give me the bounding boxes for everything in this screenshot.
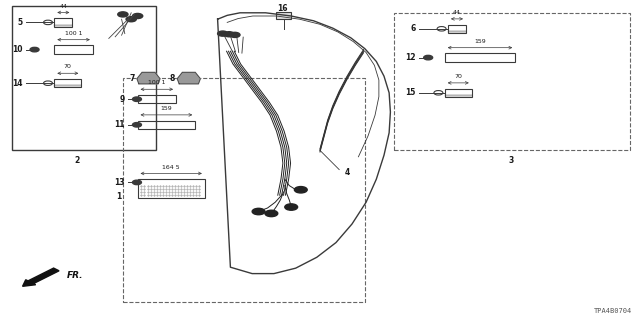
Bar: [394, 13, 630, 150]
Circle shape: [218, 31, 228, 36]
Bar: [138, 121, 195, 129]
Bar: [123, 78, 365, 302]
Text: 4: 4: [344, 168, 349, 177]
Text: 6: 6: [411, 24, 416, 33]
Bar: [138, 95, 176, 103]
Bar: [448, 25, 466, 33]
Circle shape: [224, 32, 234, 37]
Text: 1: 1: [116, 192, 121, 201]
Text: 159: 159: [161, 106, 172, 111]
Circle shape: [132, 180, 141, 185]
Text: 70: 70: [64, 64, 72, 69]
Bar: [445, 89, 472, 97]
Text: 13: 13: [115, 178, 125, 187]
Circle shape: [230, 32, 240, 37]
Text: 100 1: 100 1: [65, 31, 83, 36]
Bar: [54, 45, 93, 54]
Text: 44: 44: [453, 10, 461, 15]
Bar: [276, 12, 291, 19]
Text: FR.: FR.: [67, 271, 84, 280]
Text: 8: 8: [170, 74, 175, 83]
Circle shape: [126, 17, 136, 22]
Bar: [54, 18, 72, 27]
Bar: [12, 6, 156, 150]
Text: 3: 3: [508, 156, 513, 165]
Text: 100 1: 100 1: [148, 80, 166, 85]
Text: 10: 10: [12, 45, 22, 54]
Text: TPA4B0704: TPA4B0704: [594, 308, 632, 314]
FancyArrow shape: [22, 268, 59, 286]
Text: 164 5: 164 5: [163, 164, 180, 170]
Circle shape: [285, 204, 298, 210]
Text: 2: 2: [74, 156, 79, 165]
Text: 14: 14: [12, 79, 22, 88]
Circle shape: [118, 12, 128, 17]
Circle shape: [30, 47, 39, 52]
Text: 16: 16: [278, 4, 288, 13]
Text: 12: 12: [406, 53, 416, 62]
Text: 70: 70: [454, 74, 462, 79]
Text: 15: 15: [406, 88, 416, 97]
Circle shape: [132, 123, 141, 127]
Polygon shape: [177, 72, 200, 84]
Circle shape: [252, 208, 265, 215]
Circle shape: [294, 187, 307, 193]
Text: 7: 7: [129, 74, 134, 83]
Circle shape: [132, 97, 141, 101]
Text: 11: 11: [115, 120, 125, 129]
Text: 9: 9: [120, 95, 125, 104]
Bar: [445, 53, 515, 62]
Polygon shape: [137, 72, 160, 84]
Bar: [138, 179, 205, 198]
Text: 5: 5: [17, 18, 22, 27]
Circle shape: [132, 13, 143, 19]
Circle shape: [265, 210, 278, 217]
Circle shape: [424, 55, 433, 60]
Text: 44: 44: [60, 4, 67, 9]
Bar: [54, 79, 81, 87]
Text: 159: 159: [474, 39, 486, 44]
